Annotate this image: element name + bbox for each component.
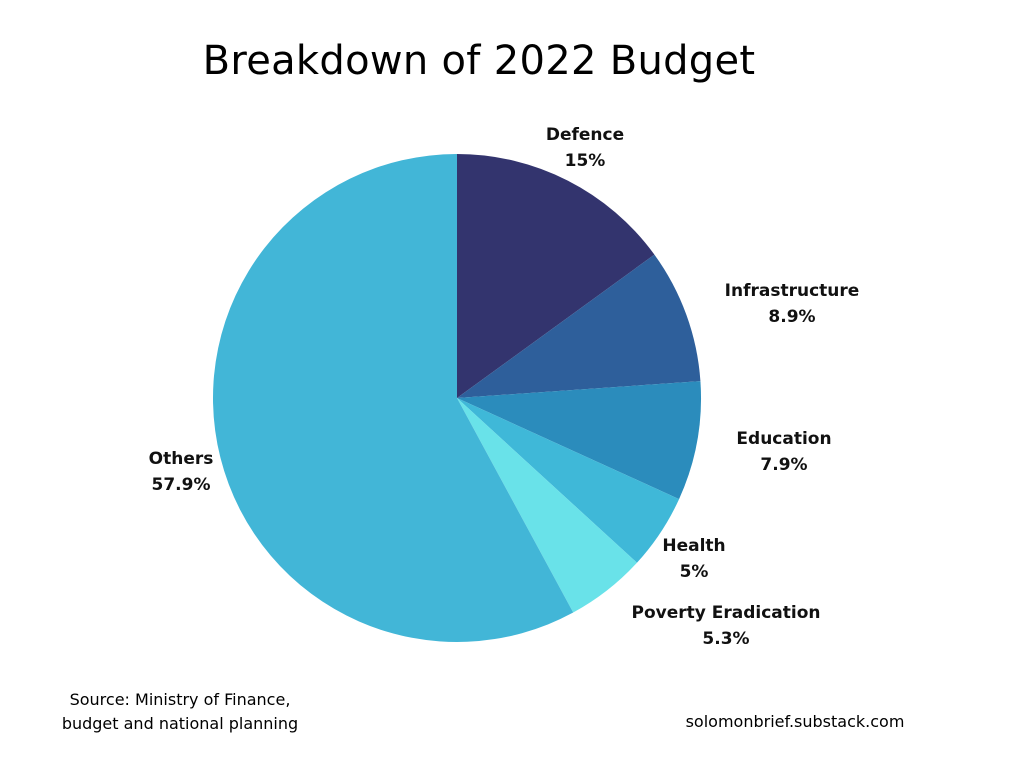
credit-link: solomonbrief.substack.com xyxy=(685,712,905,731)
slice-value-others: 57.9% xyxy=(152,475,211,495)
slice-label-others: Others xyxy=(149,449,214,469)
pie-labels: Defence 15% Infrastructure 8.9% Education 7.9… xyxy=(149,125,860,649)
slice-label-poverty-eradication: Poverty Eradication xyxy=(631,603,820,623)
chart-title: Breakdown of 2022 Budget xyxy=(202,38,756,84)
slice-label-defence: Defence xyxy=(546,125,624,145)
pie-slice-infrastructure xyxy=(457,254,701,398)
pie-slice-others xyxy=(212,154,574,642)
pie-slices xyxy=(212,154,702,642)
slice-value-poverty-eradication: 5.3% xyxy=(702,629,749,649)
slice-label-health: Health xyxy=(662,536,725,556)
slice-label-infrastructure: Infrastructure xyxy=(725,281,860,301)
source-line-2: budget and national planning xyxy=(61,714,299,733)
pie-slice-defence xyxy=(457,154,655,398)
slice-value-infrastructure: 8.9% xyxy=(768,307,815,327)
source-line-1: Source: Ministry of Finance, xyxy=(69,690,291,709)
pie-slice-health xyxy=(457,398,680,563)
source-note: Source: Ministry of Finance, budget and … xyxy=(30,688,330,736)
slice-value-defence: 15% xyxy=(565,151,606,171)
pie-slice-education xyxy=(457,381,702,500)
slice-value-education: 7.9% xyxy=(760,455,807,475)
slice-value-health: 5% xyxy=(680,562,709,582)
slice-label-education: Education xyxy=(736,429,831,449)
pie-slice-poverty-eradication xyxy=(457,398,637,613)
